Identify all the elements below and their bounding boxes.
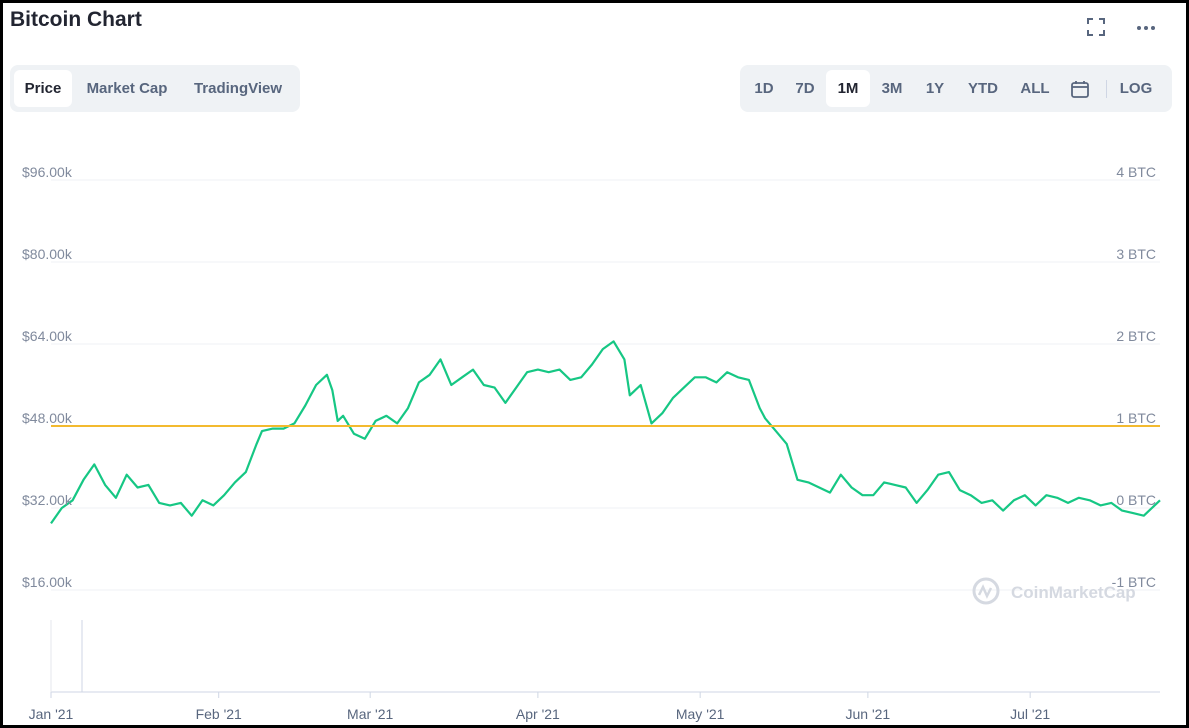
range-divider [1106,79,1107,98]
y-right-tick-label: 3 BTC [1116,246,1156,262]
y-left-tick-label: $64.00k [22,328,73,344]
y-left-tick-label: $80.00k [22,246,73,262]
range-1d-button[interactable]: 1D [754,80,774,97]
x-tick-label: Apr '21 [516,706,560,722]
x-tick-label: Mar '21 [347,706,393,722]
tab-price[interactable]: Price [14,70,72,107]
x-tick-label: Jun '21 [846,706,891,722]
page-title: Bitcoin Chart [10,8,142,31]
watermark-text: CoinMarketCap [1011,583,1136,602]
x-tick-label: Jan '21 [29,706,74,722]
range-7d-button[interactable]: 7D [795,80,815,97]
calendar-icon[interactable] [1060,70,1100,107]
y-left-tick-label: $16.00k [22,574,73,590]
fullscreen-icon[interactable] [1083,14,1109,40]
price-series-line [50,340,1161,525]
y-right-tick-label: 4 BTC [1116,164,1156,180]
log-scale-button[interactable]: LOG [1119,80,1153,97]
tab-tradingview[interactable]: TradingView [193,80,283,97]
more-dots-icon[interactable] [1133,14,1159,40]
range-selector: 1D 7D 1M 3M 1Y YTD ALL LOG [740,65,1172,112]
y-left-tick-label: $96.00k [22,164,73,180]
range-ytd-button[interactable]: YTD [968,80,998,97]
y-right-tick-label: -1 BTC [1112,574,1156,590]
x-tick-label: May '21 [676,706,725,722]
x-tick-label: Jul '21 [1010,706,1050,722]
coinmarketcap-logo-icon [972,577,1000,605]
chart-type-tabs: Price Market Cap TradingView [10,65,300,112]
y-right-tick-label: 0 BTC [1116,492,1156,508]
x-tick-label: Feb '21 [196,706,242,722]
y-right-tick-label: 1 BTC [1116,410,1156,426]
range-3m-button[interactable]: 3M [881,80,903,97]
range-1m-button[interactable]: 1M [826,70,870,107]
y-left-tick-label: $48.00k [22,410,73,426]
y-right-tick-label: 2 BTC [1116,328,1156,344]
range-1y-button[interactable]: 1Y [925,80,945,97]
coinmarketcap-watermark: CoinMarketCap [972,577,1136,605]
range-all-button[interactable]: ALL [1020,80,1050,97]
y-left-tick-label: $32.00k [22,492,73,508]
tab-market-cap[interactable]: Market Cap [86,80,168,97]
